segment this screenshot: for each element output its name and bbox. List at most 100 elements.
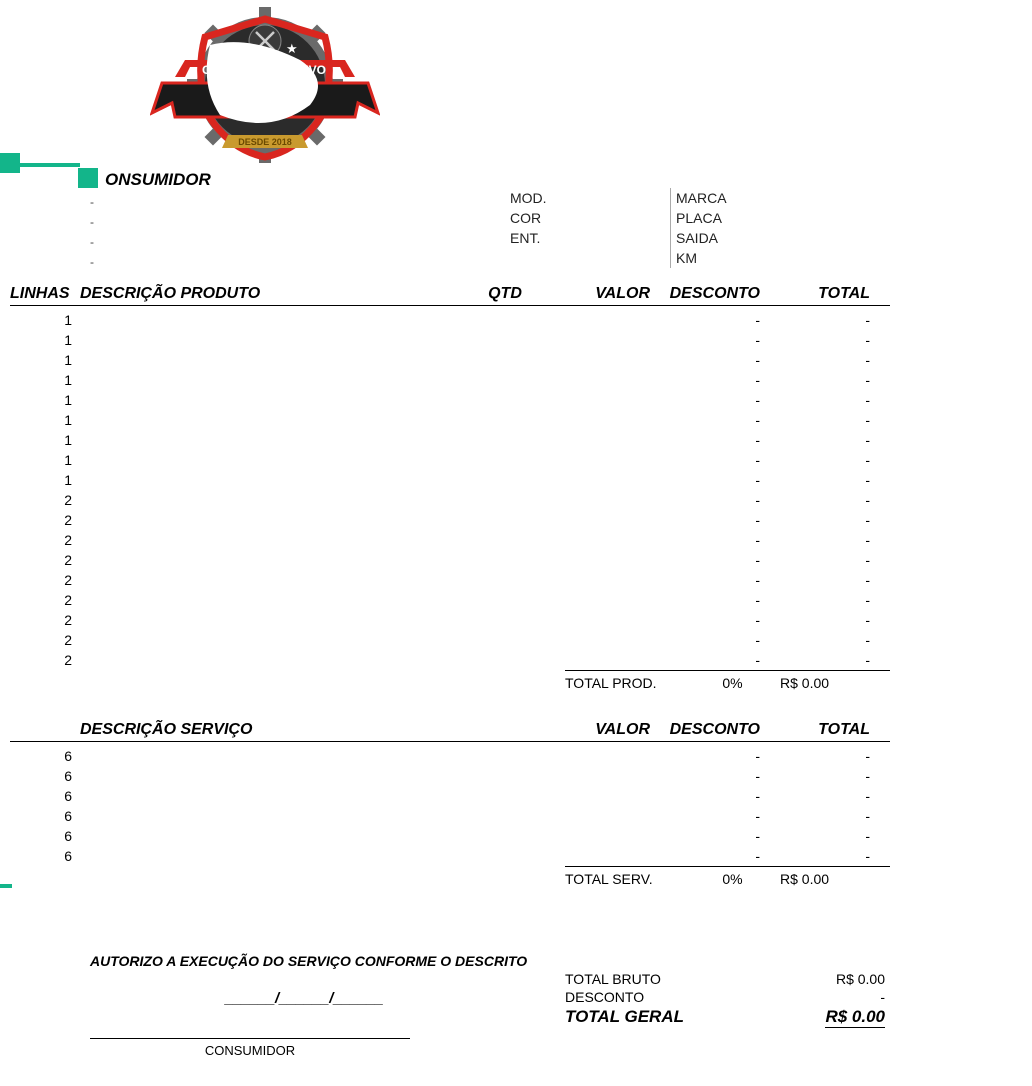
product-row[interactable]: 2-- [10,650,890,670]
row-qtd [460,570,550,590]
row-total: - [760,806,870,826]
mod-label: MOD. [510,190,547,206]
date-line: ______/______/______ [225,990,384,1007]
logo-badge: ★ ★ C TIVO DESDE 2018 [150,5,380,165]
row-desconto: - [650,390,760,410]
row-total: - [760,530,870,550]
row-linha: 1 [10,370,80,390]
divider [670,188,671,268]
product-row[interactable]: 1 -- [10,370,890,390]
row-desconto: - [650,370,760,390]
col-total: TOTAL [760,285,870,303]
total-geral-row: TOTAL GERAL R$ 0.00 [565,1006,885,1029]
row-valor [550,610,650,630]
selection-handle[interactable] [0,153,20,173]
total-desconto-value: - [880,989,885,1005]
product-row[interactable]: 1-- [10,310,890,330]
auth-text: AUTORIZO A EXECUÇÃO DO SERVIÇO CONFORME … [90,953,527,969]
row-valor [550,490,650,510]
row-desc [80,490,460,510]
col-linhas-spacer [10,721,80,739]
product-row[interactable]: 2-- [10,510,890,530]
service-row[interactable]: 6-- [10,806,890,826]
row-desc [80,450,460,470]
row-desc [80,410,460,430]
row-total: - [760,370,870,390]
service-row[interactable]: 6-- [10,766,890,786]
product-row[interactable]: 2-- [10,570,890,590]
field-dash: - [90,235,94,249]
product-row[interactable]: 2-- [10,550,890,570]
row-valor [550,370,650,390]
row-linha: 2 [10,610,80,630]
row-desc [80,630,460,650]
row-valor [550,630,650,650]
field-dash: - [90,195,94,209]
row-valor [550,430,650,450]
row-desconto: - [650,746,760,766]
row-desc [80,530,460,550]
row-qtd [460,470,550,490]
row-qtd [460,590,550,610]
row-valor [550,590,650,610]
total-prod-label: TOTAL PROD. [565,675,685,691]
product-row[interactable]: 1-- [10,410,890,430]
product-row[interactable]: 2-- [10,530,890,550]
product-row[interactable]: 1-- [10,470,890,490]
row-desconto: - [650,650,760,670]
row-desconto: - [650,846,760,866]
km-label: KM [676,250,697,266]
row-total: - [760,390,870,410]
total-desconto-row: DESCONTO - [565,988,885,1006]
row-desconto: - [650,610,760,630]
row-linha: 6 [10,806,80,826]
product-row[interactable]: 1 -- [10,390,890,410]
product-row[interactable]: 2-- [10,610,890,630]
products-rows: 1--1--1--1--1--1--1--1--1--2--2--2--2--2… [10,310,890,670]
row-desc [80,550,460,570]
row-total: - [760,470,870,490]
row-desc [80,350,460,370]
svg-text:★: ★ [286,41,298,56]
row-linha: 2 [10,550,80,570]
product-row[interactable]: 1-- [10,350,890,370]
row-linha: 1 [10,330,80,350]
row-qtd [460,530,550,550]
row-qtd [460,450,550,470]
service-row[interactable]: 6-- [10,846,890,866]
row-qtd [460,350,550,370]
row-desc [80,370,460,390]
row-total: - [760,630,870,650]
row-valor [550,806,650,826]
col-qtd: QTD [460,285,550,303]
row-linha: 2 [10,590,80,610]
row-linha: 6 [10,746,80,766]
service-row[interactable]: 6-- [10,746,890,766]
total-desconto-label: DESCONTO [565,989,644,1005]
row-qtd [460,370,550,390]
row-linha: 1 [10,310,80,330]
row-total: - [760,510,870,530]
col-desconto: DESCONTO [650,721,760,739]
row-total: - [760,826,870,846]
product-row[interactable]: 2-- [10,630,890,650]
col-linhas: LINHAS [10,285,80,303]
product-row[interactable]: 1-- [10,430,890,450]
row-linha: 2 [10,530,80,550]
service-row[interactable]: 6-- [10,826,890,846]
service-row[interactable]: 6-- [10,786,890,806]
row-linha: 6 [10,786,80,806]
row-desconto: - [650,430,760,450]
row-desconto: - [650,470,760,490]
product-row[interactable]: 2-- [10,590,890,610]
product-row[interactable]: 1-- [10,330,890,350]
row-valor [550,650,650,670]
product-row[interactable]: 1-- [10,450,890,470]
total-serv-value: R$ 0.00 [780,871,890,887]
row-total: - [760,490,870,510]
row-linha: 1 [10,390,80,410]
col-descricao-servico: DESCRIÇÃO SERVIÇO [80,721,550,739]
row-desc [80,330,460,350]
selection-handle[interactable] [78,168,98,188]
product-row[interactable]: 2-- [10,490,890,510]
